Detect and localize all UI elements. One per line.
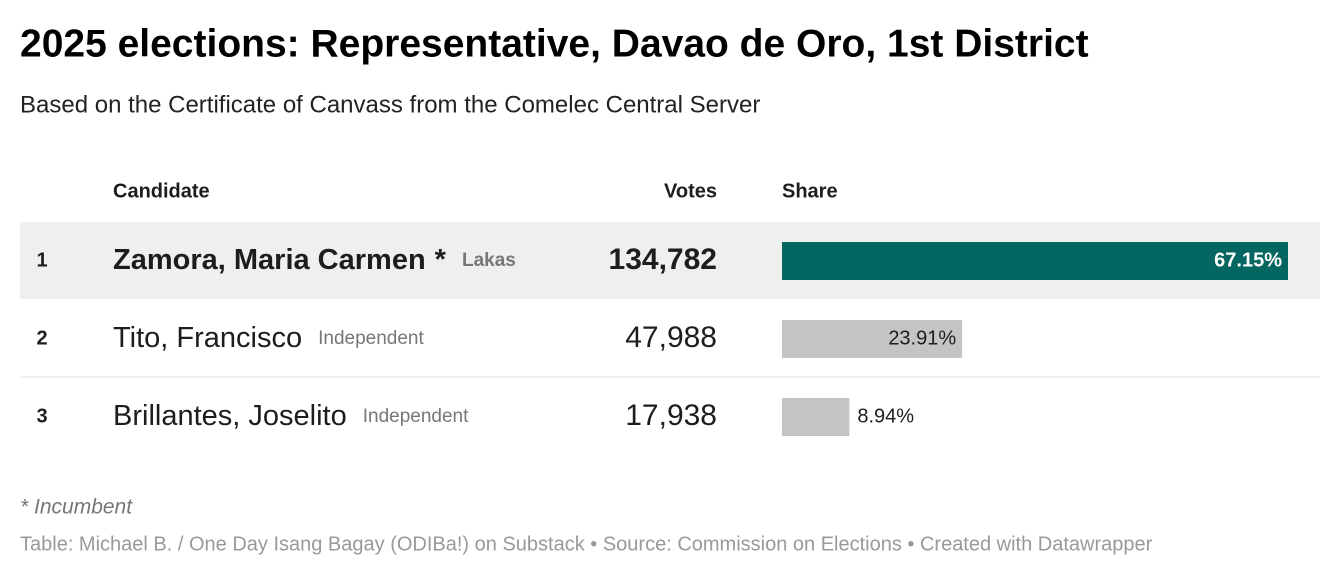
subtitle: Based on the Certificate of Canvass from… xyxy=(20,91,760,118)
rank: 1 xyxy=(36,249,47,271)
column-header: Candidate xyxy=(113,180,210,202)
share-label: 67.15% xyxy=(1214,249,1282,271)
column-header: Share xyxy=(782,180,838,202)
title: 2025 elections: Representative, Davao de… xyxy=(20,22,1089,65)
party: Independent xyxy=(363,406,469,427)
party: Lakas xyxy=(462,250,516,271)
share-bar xyxy=(782,398,850,436)
candidate: Tito, Francisco Independent xyxy=(113,322,424,354)
candidate-name: Brillantes, Joselito xyxy=(113,400,347,432)
footer: Table: Michael B. / One Day Isang Bagay … xyxy=(20,533,1153,555)
footnote: * Incumbent xyxy=(20,496,133,519)
rank: 3 xyxy=(36,405,47,427)
party: Independent xyxy=(318,328,424,349)
candidate-name: Tito, Francisco xyxy=(113,322,302,354)
votes: 17,938 xyxy=(625,399,717,432)
rank: 2 xyxy=(36,327,47,349)
share-bar xyxy=(782,320,963,358)
candidate-name: Zamora, Maria Carmen xyxy=(113,244,426,276)
candidate: Zamora, Maria Carmen * Lakas xyxy=(113,244,516,276)
incumbent-marker: * xyxy=(435,244,447,276)
votes: 47,988 xyxy=(625,321,717,354)
column-header: Votes xyxy=(664,180,717,202)
candidate: Brillantes, Joselito Independent xyxy=(113,400,469,432)
share-label: 23.91% xyxy=(888,327,956,349)
votes: 134,782 xyxy=(609,243,717,276)
share-bar xyxy=(782,242,1288,280)
share-label: 8.94% xyxy=(857,405,914,427)
